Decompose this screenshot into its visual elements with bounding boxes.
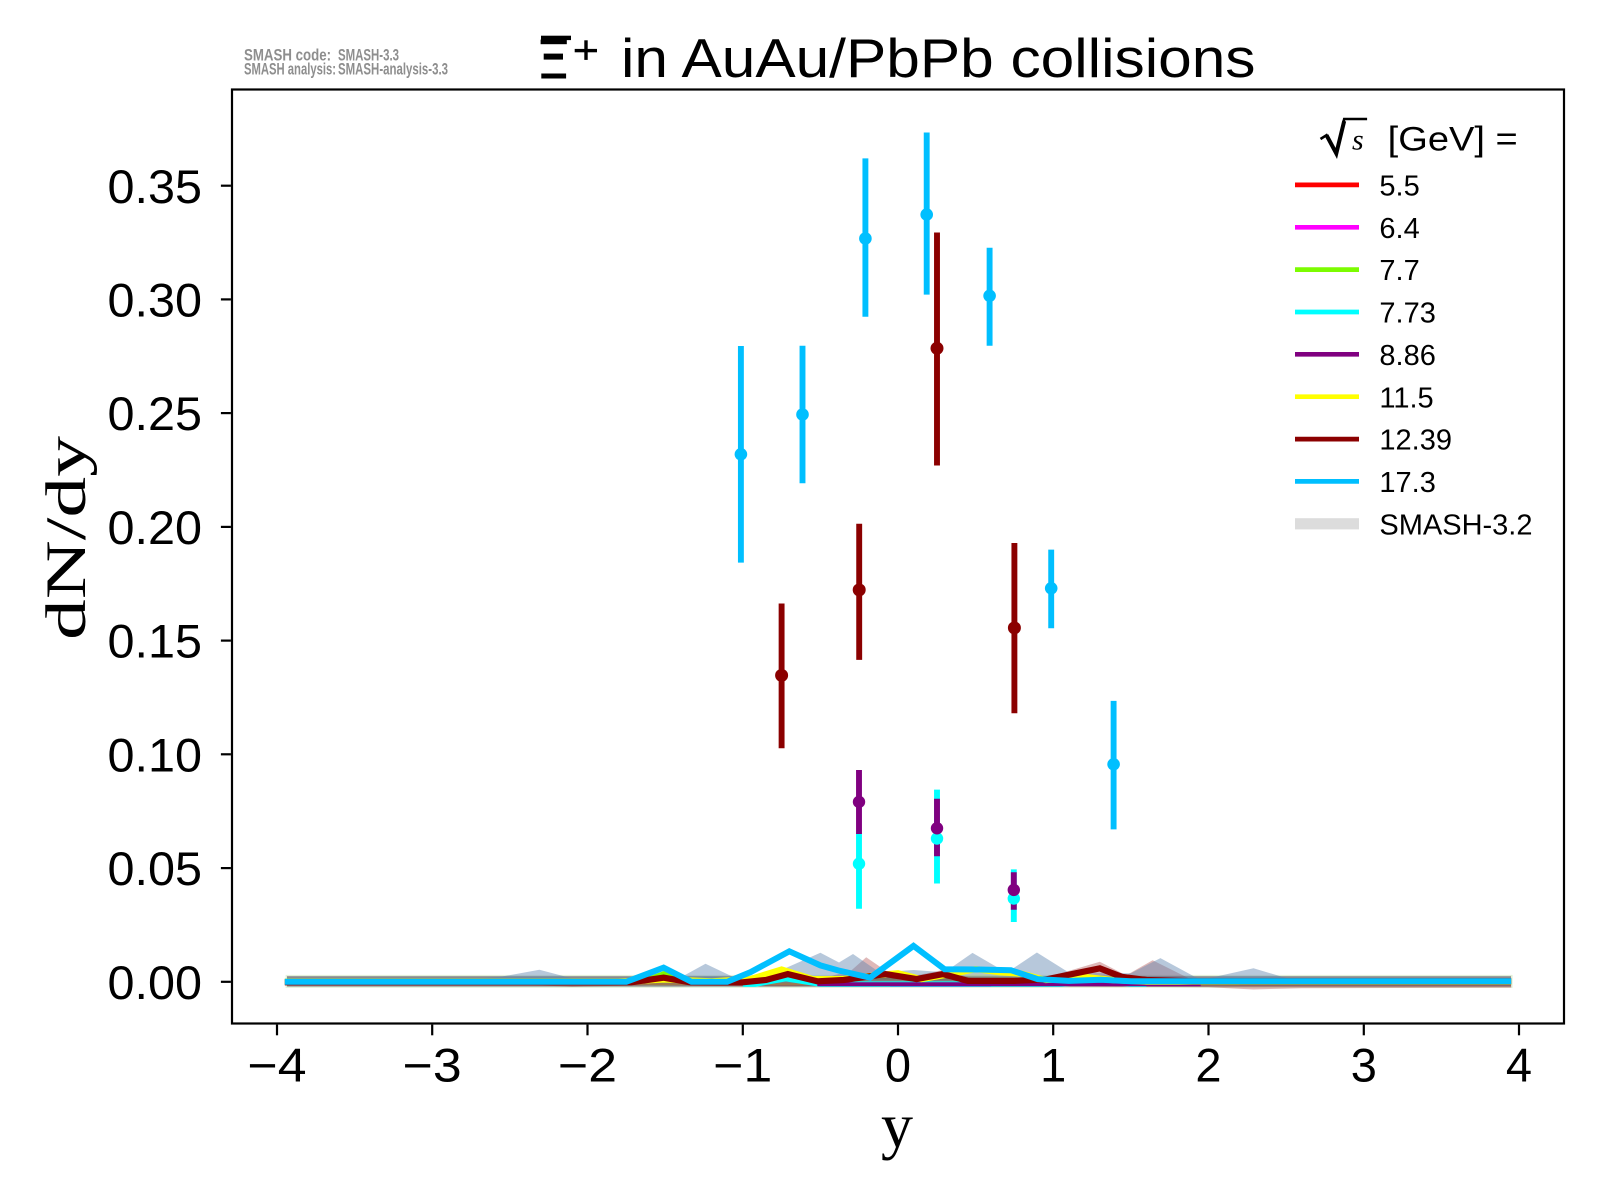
svg-text:7.7: 7.7 xyxy=(1379,255,1419,287)
svg-text:in AuAu/PbPb collisions: in AuAu/PbPb collisions xyxy=(621,27,1256,89)
svg-text:[GeV] =: [GeV] = xyxy=(1388,121,1518,159)
svg-text:y: y xyxy=(881,1090,913,1161)
svg-text:−2: −2 xyxy=(558,1039,617,1092)
svg-text:0: 0 xyxy=(885,1039,911,1092)
svg-text:0.15: 0.15 xyxy=(108,615,203,668)
svg-text:0.25: 0.25 xyxy=(108,387,203,440)
svg-text:0.05: 0.05 xyxy=(108,842,203,895)
svg-text:3: 3 xyxy=(1351,1039,1377,1092)
svg-text:6.4: 6.4 xyxy=(1379,213,1419,245)
svg-text:SMASH-3.3: SMASH-3.3 xyxy=(338,46,399,64)
svg-text:SMASH-3.2: SMASH-3.2 xyxy=(1379,509,1532,541)
svg-text:11.5: 11.5 xyxy=(1379,382,1433,414)
svg-text:4: 4 xyxy=(1506,1039,1532,1092)
svg-text:1: 1 xyxy=(1040,1039,1066,1092)
svg-text:12.39: 12.39 xyxy=(1379,425,1452,457)
svg-text:0.00: 0.00 xyxy=(108,956,203,1009)
svg-text:s: s xyxy=(1352,124,1364,157)
svg-text:5.5: 5.5 xyxy=(1379,171,1419,203)
svg-text:0.35: 0.35 xyxy=(108,160,203,213)
svg-text:0.20: 0.20 xyxy=(108,501,203,554)
svg-text:SMASH-analysis-3.3: SMASH-analysis-3.3 xyxy=(338,60,448,78)
svg-text:17.3: 17.3 xyxy=(1379,467,1435,499)
svg-text:−3: −3 xyxy=(403,1039,462,1092)
svg-text:−1: −1 xyxy=(713,1039,772,1092)
svg-text:8.86: 8.86 xyxy=(1379,340,1435,372)
svg-text:0.10: 0.10 xyxy=(108,728,203,781)
svg-text:SMASH analysis:: SMASH analysis: xyxy=(244,60,336,78)
svg-text:SMASH code:: SMASH code: xyxy=(244,46,331,64)
svg-text:dN/dy: dN/dy xyxy=(35,435,98,640)
svg-text:−4: −4 xyxy=(248,1039,307,1092)
svg-text:2: 2 xyxy=(1195,1039,1221,1092)
svg-text:7.73: 7.73 xyxy=(1379,298,1435,330)
svg-text:0.30: 0.30 xyxy=(108,274,203,327)
